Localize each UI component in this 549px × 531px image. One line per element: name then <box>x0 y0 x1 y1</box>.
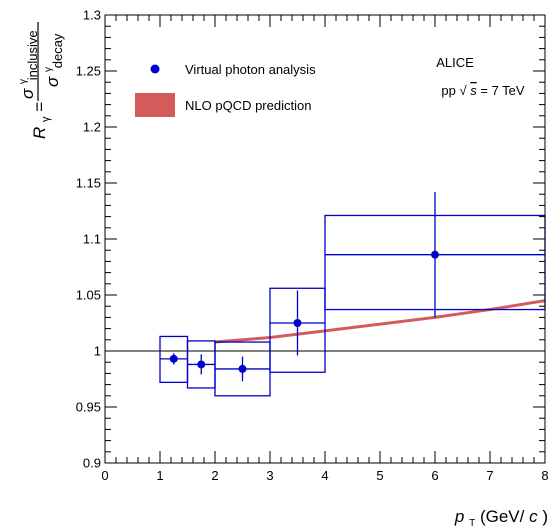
legend-marker-virtual-photon <box>150 64 160 74</box>
tick-label-layer: 0 1 2 3 4 5 6 7 8 0.9 0.95 1 1.05 1.1 1.15 1.2 1.25 1.3 <box>76 8 549 484</box>
x-title-c: c <box>529 507 538 526</box>
legend: Virtual photon analysis NLO pQCD predict… <box>135 62 316 117</box>
data-point-1 <box>197 360 206 369</box>
y-tick-label-0.9: 0.9 <box>83 456 101 471</box>
nlo-band-layer <box>215 299 545 344</box>
y-num-sup: γ <box>18 79 29 84</box>
y-title-numerator: σ γ inclusive <box>11 30 40 99</box>
x-tick-label-2: 2 <box>211 468 218 483</box>
y-den-sup: γ <box>43 67 54 72</box>
annotation-pp: pp <box>441 83 459 98</box>
annotation-alice: ALICE <box>436 55 474 70</box>
y-tick-label-0.95: 0.95 <box>76 400 101 415</box>
y-title-R: R <box>30 127 49 139</box>
x-title-sub: T <box>469 518 475 529</box>
y-title-eq: = <box>30 102 49 112</box>
x-tick-label-5: 5 <box>376 468 383 483</box>
annotation-energy-value: = 7 TeV <box>480 83 525 98</box>
x-tick-label-8: 8 <box>541 468 548 483</box>
x-title-units: (GeV/ <box>480 507 525 526</box>
data-point-0 <box>169 354 178 363</box>
experiment-annotation: ALICE pp √ s = 7 TeV <box>436 55 525 98</box>
data-point-2 <box>238 364 247 373</box>
x-title-p: p <box>454 507 464 526</box>
tick-layer <box>104 14 546 464</box>
x-tick-label-7: 7 <box>486 468 493 483</box>
y-title-sub: γ <box>40 116 52 122</box>
y-num-sub: inclusive <box>25 30 40 80</box>
systematic-box-3 <box>269 287 326 373</box>
y-tick-label-1.1: 1.1 <box>83 232 101 247</box>
y-tick-label-1: 1 <box>94 344 101 359</box>
y-den-sigma: σ <box>43 76 62 87</box>
y-tick-label-1.2: 1.2 <box>83 120 101 135</box>
nlo-band <box>215 299 545 344</box>
data-point-3 <box>293 319 302 327</box>
y-title-denominator: σ γ decay <box>36 33 65 87</box>
x-tick-label-6: 6 <box>431 468 438 483</box>
y-tick-label-1.3: 1.3 <box>83 8 101 23</box>
y-num-sigma: σ <box>18 88 37 99</box>
annotation-energy: pp √ s = 7 TeV <box>441 83 525 98</box>
x-tick-label-1: 1 <box>156 468 163 483</box>
data-point-4 <box>431 250 439 259</box>
annotation-s: s <box>470 83 477 98</box>
data-point-layer <box>160 191 545 382</box>
x-title-close: ) <box>542 507 548 526</box>
y-title-lhs: R γ = <box>30 102 53 139</box>
legend-label-virtual-photon: Virtual photon analysis <box>185 62 316 77</box>
x-tick-label-4: 4 <box>321 468 328 483</box>
y-axis-title: R γ = σ γ inclusive σ γ decay <box>11 22 65 139</box>
x-tick-label-3: 3 <box>266 468 273 483</box>
legend-label-nlo: NLO pQCD prediction <box>185 98 311 113</box>
x-axis-title: p T (GeV/ c ) <box>454 507 548 530</box>
x-tick-label-0: 0 <box>101 468 108 483</box>
y-den-sub: decay <box>50 33 65 68</box>
y-tick-label-1.15: 1.15 <box>76 176 101 191</box>
y-tick-label-1.05: 1.05 <box>76 288 101 303</box>
annotation-sqrt: √ <box>459 83 467 98</box>
legend-swatch-nlo <box>135 93 175 117</box>
y-tick-label-1.25: 1.25 <box>76 64 101 79</box>
